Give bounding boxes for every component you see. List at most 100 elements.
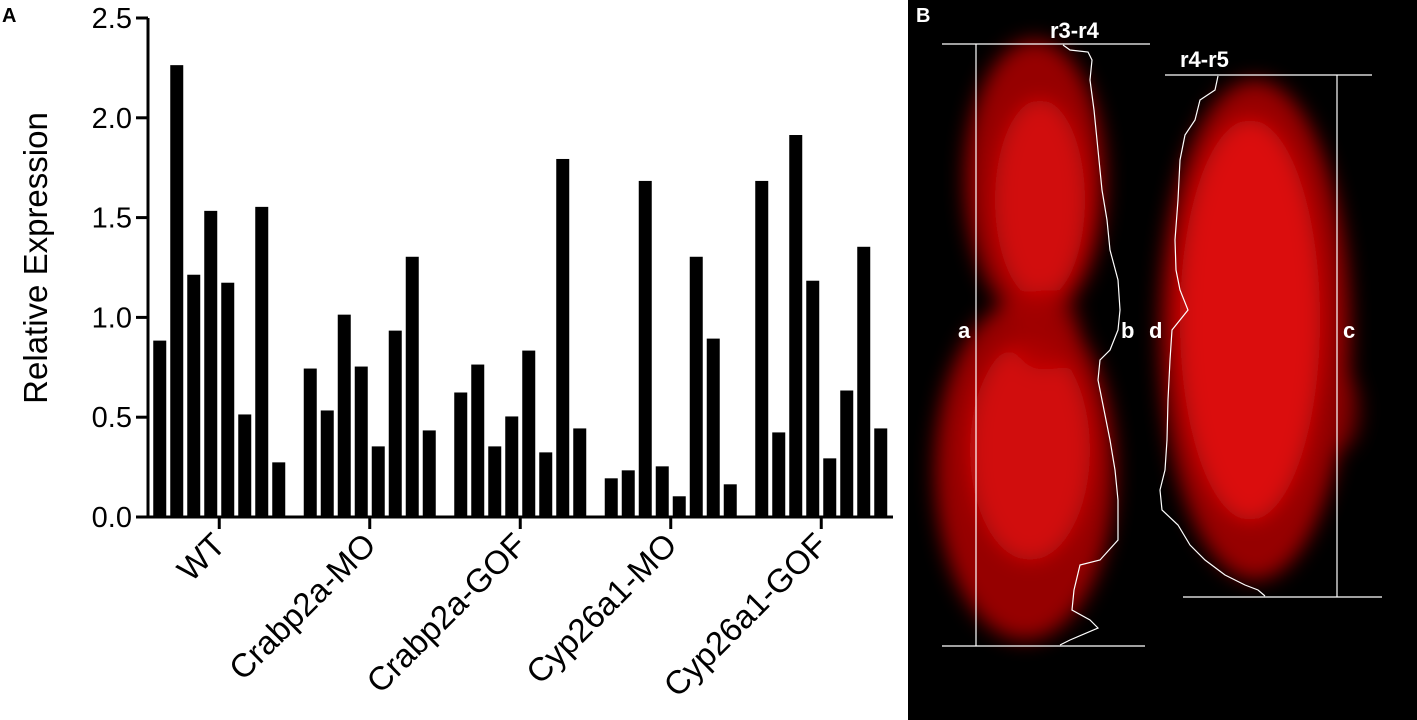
bars	[153, 65, 888, 518]
bar-group-wrapper	[454, 392, 468, 518]
bar-group-wrapper	[238, 414, 252, 518]
bar	[303, 368, 317, 518]
bar	[170, 65, 184, 518]
y-axis-label: Relative Expression	[17, 112, 54, 404]
bar-group-wrapper	[689, 256, 703, 518]
label-b: b	[1121, 318, 1134, 343]
bar	[204, 210, 218, 518]
bar-group-wrapper	[723, 484, 737, 518]
panel-b-letter: B	[916, 5, 930, 27]
bar	[405, 256, 419, 518]
bar	[337, 314, 351, 518]
bar	[723, 484, 737, 518]
label-c: c	[1343, 318, 1355, 343]
bar	[806, 280, 820, 518]
bar	[522, 350, 536, 518]
bar-group-wrapper	[840, 390, 854, 518]
bar-group-wrapper	[303, 368, 317, 518]
bar-group-wrapper	[337, 314, 351, 518]
panel-a-letter: A	[2, 5, 16, 27]
x-tick-label: Crabp2a-GOF	[359, 526, 533, 700]
bar-chart: A Relative Expression 0.0 0.5 1.0 1.5 2.0 2.5…	[2, 3, 893, 704]
y-tick-label: 2.5	[92, 3, 132, 35]
bar-group-wrapper	[772, 432, 786, 518]
bar	[221, 282, 235, 518]
bar	[539, 452, 553, 518]
bar-group-wrapper	[170, 65, 184, 518]
bar-group-wrapper	[488, 446, 502, 518]
bar	[823, 458, 837, 518]
bar-group-wrapper	[638, 180, 652, 518]
bar-group-wrapper	[706, 338, 720, 518]
bar-group-wrapper	[604, 478, 618, 518]
label-d: d	[1149, 318, 1162, 343]
boundary-trace-right	[1159, 75, 1266, 597]
y-tick-label: 1.5	[92, 203, 132, 235]
bar-group-wrapper	[806, 280, 820, 518]
y-ticks: 0.0 0.5 1.0 1.5 2.0 2.5	[92, 3, 148, 534]
bar-group-wrapper	[874, 428, 888, 518]
bar-group-wrapper	[153, 340, 167, 518]
bar	[488, 446, 502, 518]
bar	[320, 410, 334, 518]
bar	[556, 158, 570, 518]
bar	[772, 432, 786, 518]
y-tick-label: 0.0	[92, 502, 132, 534]
label-r3-r4: r3-r4	[1050, 18, 1100, 43]
bar-group-wrapper	[789, 135, 803, 518]
bar-group-wrapper	[556, 158, 570, 518]
bar	[638, 180, 652, 518]
bar	[655, 466, 669, 518]
bar	[471, 364, 485, 518]
label-a: a	[958, 318, 971, 343]
microscopy-image-panel: B r3-r4 r4-r5 a b d c	[908, 0, 1417, 720]
bar	[573, 428, 587, 518]
bar	[238, 414, 252, 518]
bar	[840, 390, 854, 518]
bar-group-wrapper	[755, 180, 769, 518]
bar	[388, 330, 402, 518]
bar	[672, 496, 686, 518]
bar	[187, 274, 201, 518]
bar	[857, 246, 871, 518]
bar	[255, 206, 269, 518]
bar-group-wrapper	[388, 330, 402, 518]
fluorescence-region-right	[1160, 80, 1360, 580]
bar	[354, 366, 368, 518]
bar-group-wrapper	[255, 206, 269, 518]
bar-group-wrapper	[573, 428, 587, 518]
bar-group-wrapper	[823, 458, 837, 518]
bar	[689, 256, 703, 518]
y-tick-label: 2.0	[92, 103, 132, 135]
bar-group-wrapper	[272, 462, 286, 518]
x-labels: WTCrabp2a-MOCrabp2a-GOFCyp26a1-MOCyp26a1…	[170, 517, 834, 704]
bar-group-wrapper	[857, 246, 871, 518]
bar-group-wrapper	[522, 350, 536, 518]
bar-group-wrapper	[405, 256, 419, 518]
bar-group-wrapper	[221, 282, 235, 518]
bar	[755, 180, 769, 518]
boundary-trace-left	[1059, 44, 1121, 646]
bar	[371, 446, 385, 518]
bar-group-wrapper	[320, 410, 334, 518]
bar	[604, 478, 618, 518]
x-tick-label: Cyp26a1-MO	[519, 526, 684, 691]
x-tick-label: WT	[170, 526, 232, 588]
bar	[706, 338, 720, 518]
bar	[874, 428, 888, 518]
bar	[272, 462, 286, 518]
bar-group-wrapper	[471, 364, 485, 518]
y-tick-label: 0.5	[92, 402, 132, 434]
bar-group-wrapper	[621, 470, 635, 518]
bar	[454, 392, 468, 518]
x-tick-label: Crabp2a-MO	[222, 526, 383, 687]
label-r4-r5: r4-r5	[1180, 47, 1229, 72]
bar	[505, 416, 519, 518]
bar-group-wrapper	[539, 452, 553, 518]
bar-group-wrapper	[204, 210, 218, 518]
bar-group-wrapper	[371, 446, 385, 518]
y-tick-label: 1.0	[92, 302, 132, 334]
bar-group-wrapper	[655, 466, 669, 518]
bar-group-wrapper	[187, 274, 201, 518]
